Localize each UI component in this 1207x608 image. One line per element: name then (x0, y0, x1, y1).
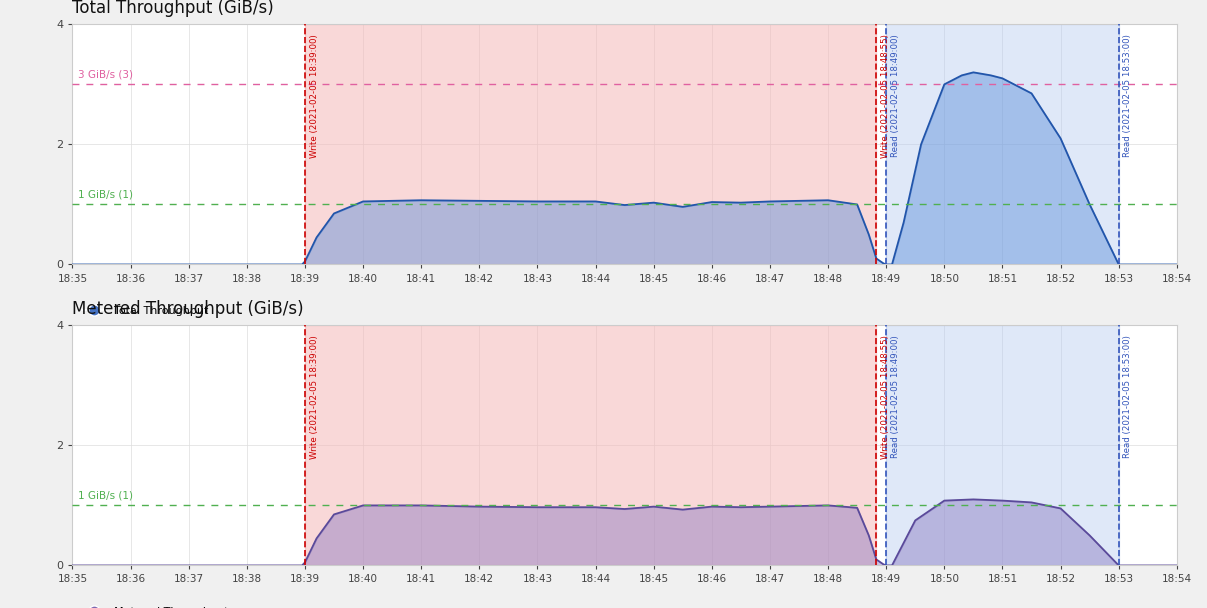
Legend: Metered Throughput: Metered Throughput (78, 602, 233, 608)
Text: 1 GiB/s (1): 1 GiB/s (1) (78, 190, 133, 199)
Text: Total Throughput (GiB/s): Total Throughput (GiB/s) (72, 0, 274, 17)
Text: 3 GiB/s (3): 3 GiB/s (3) (78, 69, 133, 80)
Text: Read (2021-02-05 18:53:00): Read (2021-02-05 18:53:00) (1124, 335, 1132, 458)
Bar (305, 24, 876, 264)
Text: Read (2021-02-05 18:49:00): Read (2021-02-05 18:49:00) (891, 34, 900, 157)
Text: Write (2021-02-05 18:39:00): Write (2021-02-05 18:39:00) (309, 335, 319, 458)
Bar (886, 325, 1119, 565)
Text: Metered Throughput (GiB/s): Metered Throughput (GiB/s) (72, 300, 304, 318)
Bar (305, 325, 876, 565)
Legend: Total Throughput: Total Throughput (78, 301, 212, 320)
Text: Write (2021-02-05 18:39:00): Write (2021-02-05 18:39:00) (309, 34, 319, 157)
Text: Read (2021-02-05 18:49:00): Read (2021-02-05 18:49:00) (891, 335, 900, 458)
Text: Write (2021-02-05 18:48:55): Write (2021-02-05 18:48:55) (881, 335, 890, 459)
Text: Write (2021-02-05 18:48:55): Write (2021-02-05 18:48:55) (881, 34, 890, 158)
Bar (886, 24, 1119, 264)
Text: Read (2021-02-05 18:53:00): Read (2021-02-05 18:53:00) (1124, 34, 1132, 157)
Text: 1 GiB/s (1): 1 GiB/s (1) (78, 491, 133, 500)
